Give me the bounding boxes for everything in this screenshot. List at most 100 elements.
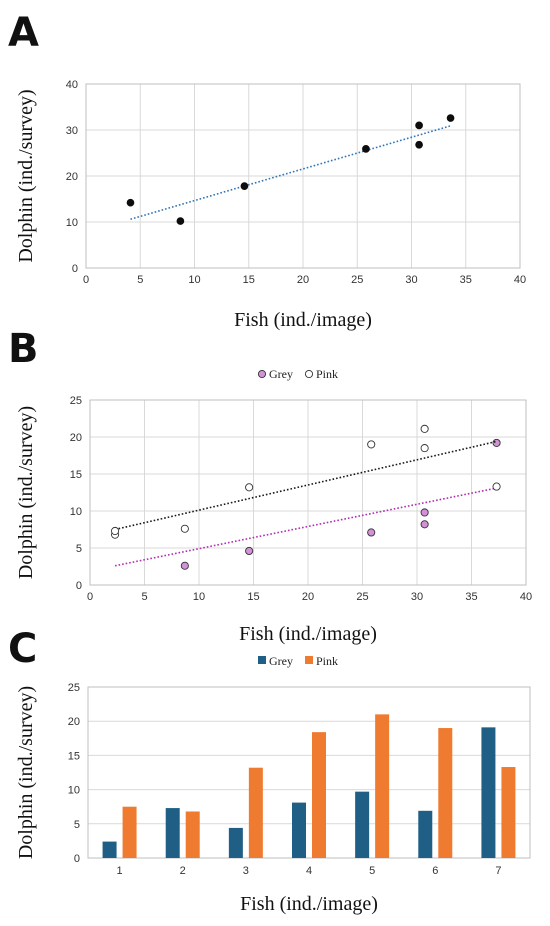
x-tick-label: 15 — [243, 274, 255, 286]
x-tick-label: 35 — [465, 591, 477, 603]
panel-b: B 0 5 10 15 20 25 0 5 10 15 20 25 30 35 40 Fish (ind./i… — [8, 326, 532, 645]
pink-data-point — [420, 424, 429, 433]
pink-bar — [501, 767, 516, 858]
grey-data-point — [492, 438, 501, 447]
plot-area-frame — [87, 686, 531, 859]
data-point — [176, 217, 185, 225]
panel-b-letter: B — [8, 326, 39, 372]
x-axis-title: Fish (ind./image) — [239, 623, 377, 645]
y-tick-label: 25 — [70, 395, 82, 407]
x-tick-label: 1 — [117, 865, 123, 877]
pink-bar — [438, 728, 453, 858]
y-tick-label: 40 — [66, 79, 78, 91]
y-axis-title: Dolphin (ind./survey) — [15, 89, 37, 262]
x-tick-label: 25 — [356, 591, 368, 603]
legend-grey-marker — [257, 369, 267, 379]
data-point — [415, 121, 423, 130]
pink-bar — [185, 811, 200, 858]
y-axis-title: Dolphin (ind./survey) — [15, 406, 37, 579]
x-tick-label: 3 — [243, 865, 249, 877]
x-tick-label: 25 — [351, 274, 363, 286]
data-point — [446, 114, 455, 122]
x-tick-label: 40 — [514, 274, 526, 286]
pink-data-point — [180, 524, 189, 533]
x-tick-label: 10 — [193, 591, 205, 603]
legend-grey-label: Grey — [269, 367, 293, 381]
grey-bar — [418, 810, 433, 858]
data-point — [240, 182, 249, 190]
legend-pink-label: Pink — [316, 654, 338, 668]
grey-data-point — [367, 528, 376, 537]
data-point — [415, 140, 423, 149]
x-tick-label: 5 — [369, 865, 375, 877]
x-tick-label: 0 — [83, 274, 89, 286]
panel-c-letter: C — [8, 626, 37, 672]
pink-data-point — [367, 440, 376, 449]
y-tick-label: 15 — [68, 750, 80, 762]
x-tick-label: 30 — [405, 274, 417, 286]
y-tick-label: 10 — [68, 785, 80, 797]
y-tick-label: 0 — [74, 853, 80, 865]
x-tick-label: 30 — [411, 591, 423, 603]
pink-bar — [375, 714, 390, 858]
grey-bar — [165, 808, 180, 858]
y-tick-label: 10 — [66, 217, 78, 229]
data-point — [362, 145, 370, 153]
x-tick-label: 5 — [137, 274, 143, 286]
grey-bar — [481, 727, 496, 858]
pink-data-point — [492, 482, 501, 491]
legend-pink-swatch — [305, 656, 313, 664]
grey-trendline — [114, 487, 497, 567]
grey-data-point — [245, 546, 254, 556]
x-tick-label: 20 — [297, 274, 309, 286]
grey-bar — [102, 841, 117, 858]
grey-data-point — [420, 508, 429, 517]
x-tick-label: 40 — [520, 591, 532, 603]
plot-area-frame — [85, 83, 521, 269]
panel-a: A 0 10 20 30 40 0 5 10 15 20 25 30 35 40 Fish (ind./im… — [8, 10, 526, 331]
legend-pink-label: Pink — [316, 367, 338, 381]
x-tick-label: 2 — [180, 865, 186, 877]
plot-area-frame — [89, 399, 527, 586]
y-tick-label: 0 — [72, 263, 78, 275]
grey-data-point — [420, 520, 429, 529]
panel-a-letter: A — [8, 10, 39, 56]
grey-bar — [292, 802, 306, 858]
y-tick-label: 5 — [74, 819, 80, 831]
y-tick-label: 30 — [66, 125, 78, 137]
legend-grey-swatch — [258, 656, 266, 664]
panel-a-plot: 0 10 20 30 40 0 5 10 15 20 25 30 35 40 Fish (ind./imag… — [15, 79, 526, 331]
x-tick-label: 6 — [432, 865, 438, 877]
y-tick-label: 15 — [70, 469, 82, 481]
x-tick-label: 5 — [141, 591, 147, 603]
x-tick-label: 15 — [247, 591, 259, 603]
x-tick-label: 0 — [87, 591, 93, 603]
pink-trendline — [114, 440, 497, 531]
x-tick-label: 20 — [302, 591, 314, 603]
x-axis-title: Fish (ind./image) — [234, 309, 372, 331]
data-point — [126, 198, 135, 207]
x-tick-label: 4 — [306, 865, 312, 877]
y-tick-label: 25 — [68, 682, 80, 694]
y-axis-title: Dolphin (ind./survey) — [15, 686, 37, 859]
legend-grey-label: Grey — [269, 654, 293, 668]
panel-b-plot: 0 5 10 15 20 25 0 5 10 15 20 25 30 35 40 Fish (ind./ima… — [15, 367, 532, 645]
pink-data-point — [420, 444, 429, 453]
pink-data-point — [111, 526, 120, 536]
y-tick-label: 20 — [66, 171, 78, 183]
x-axis-title: Fish (ind./image) — [240, 893, 378, 915]
legend-pink-marker — [304, 369, 314, 379]
y-tick-label: 0 — [76, 580, 82, 592]
grey-data-point — [180, 561, 189, 570]
pink-bar — [122, 806, 137, 858]
grey-bar — [355, 791, 370, 858]
x-tick-label: 7 — [495, 865, 501, 877]
x-tick-label: 35 — [460, 274, 472, 286]
y-tick-label: 10 — [70, 506, 82, 518]
pink-bar — [312, 732, 326, 858]
pink-bar — [248, 767, 263, 858]
trendline — [130, 125, 451, 221]
